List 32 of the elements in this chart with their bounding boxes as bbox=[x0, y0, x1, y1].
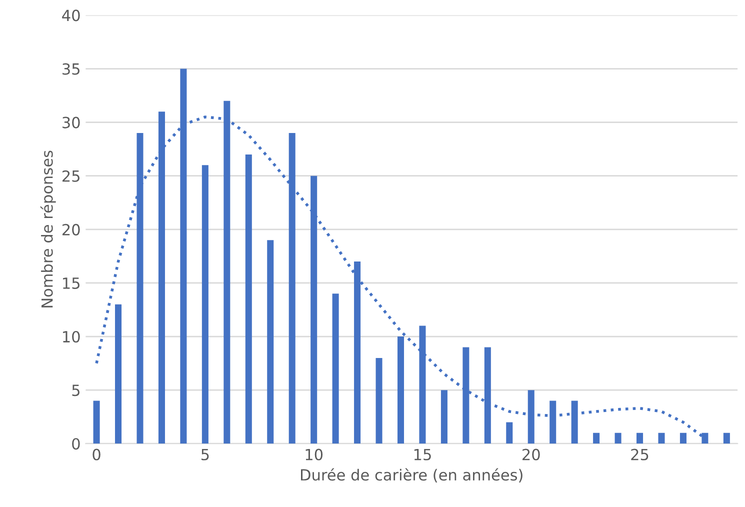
bar bbox=[680, 432, 686, 444]
y-tick-label: 40 bbox=[62, 10, 80, 22]
bar bbox=[636, 432, 644, 444]
y-tick-label: 10 bbox=[63, 330, 80, 343]
x-tick-label: 20 bbox=[522, 448, 540, 460]
y-tick-label: 25 bbox=[62, 170, 80, 182]
x-tick-label: 15 bbox=[414, 448, 431, 460]
bar bbox=[115, 304, 122, 444]
x-axis-title: Durée de carière (en années) bbox=[301, 468, 522, 482]
bar bbox=[202, 165, 208, 444]
y-tick-label: 5 bbox=[72, 384, 80, 396]
bar bbox=[614, 432, 622, 444]
bar bbox=[267, 240, 274, 444]
x-tick-label: 5 bbox=[202, 448, 209, 460]
x-tick-label: 0 bbox=[92, 448, 100, 460]
bar bbox=[93, 400, 100, 444]
y-tick-label: 0 bbox=[72, 438, 80, 450]
bar bbox=[723, 432, 730, 444]
y-tick-label: 35 bbox=[62, 63, 80, 75]
y-tick-label: 30 bbox=[62, 116, 80, 128]
bar bbox=[658, 432, 665, 444]
x-tick-label: 10 bbox=[306, 448, 323, 460]
bar bbox=[245, 154, 252, 444]
y-tick-label: 15 bbox=[63, 278, 80, 289]
x-tick-label: 25 bbox=[631, 448, 648, 460]
bar bbox=[593, 432, 600, 444]
bar bbox=[506, 422, 513, 444]
bar bbox=[332, 294, 339, 444]
y-tick-label: 20 bbox=[62, 224, 80, 236]
bar bbox=[376, 358, 382, 444]
y-axis-title: Nombre de réponses bbox=[40, 150, 56, 308]
bar bbox=[440, 390, 448, 444]
